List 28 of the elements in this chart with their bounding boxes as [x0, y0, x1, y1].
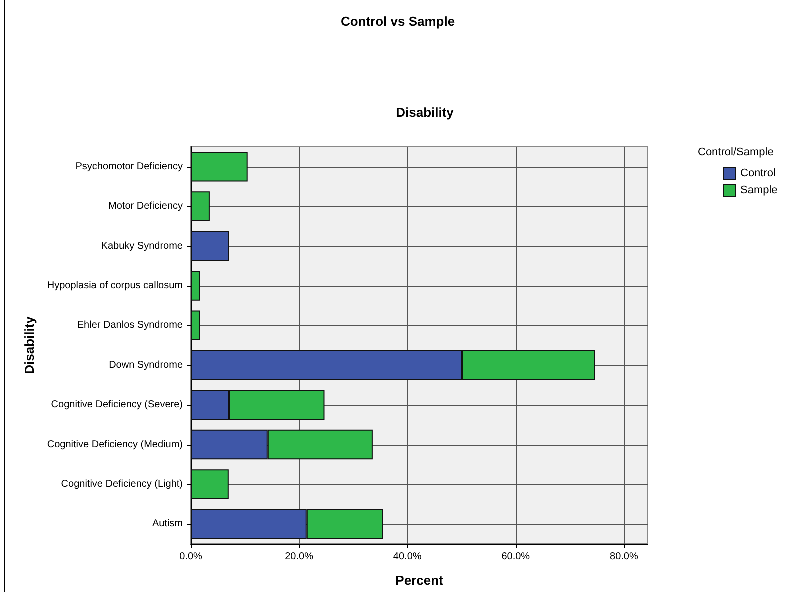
chart-title: Control vs Sample — [340, 14, 456, 29]
y-tick-label: Down Syndrome — [109, 360, 184, 371]
y-tick-label: Cognitive Deficiency (Light) — [61, 478, 183, 490]
bar — [191, 152, 248, 182]
x-tick-label: 40.0% — [393, 552, 422, 562]
y-tick-label: Ehler Danlos Syndrome — [77, 320, 184, 332]
y-tick-label: Psychomotor Deficiency — [76, 161, 183, 172]
bar — [191, 470, 229, 500]
y-tick-label: Cognitive Deficiency (Medium) — [47, 439, 183, 450]
y-axis-title: Disability — [22, 316, 37, 374]
legend-title: Control/Sample — [698, 146, 774, 158]
bar — [191, 310, 200, 341]
y-tick-label: Hypoplasia of corpus callosum — [47, 280, 183, 292]
legend-label: Control — [740, 168, 776, 180]
chart-subtitle: Disability — [396, 105, 455, 120]
bar — [191, 271, 200, 301]
x-axis-title: Percent — [396, 573, 444, 588]
y-tick-label: Kabuky Syndrome — [101, 240, 184, 252]
x-tick-label: 0.0% — [180, 552, 203, 562]
y-tick-label: Motor Deficiency — [108, 201, 183, 212]
legend-label: Sample — [740, 184, 778, 196]
x-tick-label: 60.0% — [502, 552, 530, 562]
x-tick-label: 20.0% — [285, 552, 314, 562]
x-tick-label: 80.0% — [610, 552, 638, 562]
y-tick-label: Cognitive Deficiency (Severe) — [51, 400, 183, 411]
bar — [191, 231, 230, 262]
y-tick-label: Autism — [152, 518, 183, 530]
bar — [191, 192, 210, 222]
